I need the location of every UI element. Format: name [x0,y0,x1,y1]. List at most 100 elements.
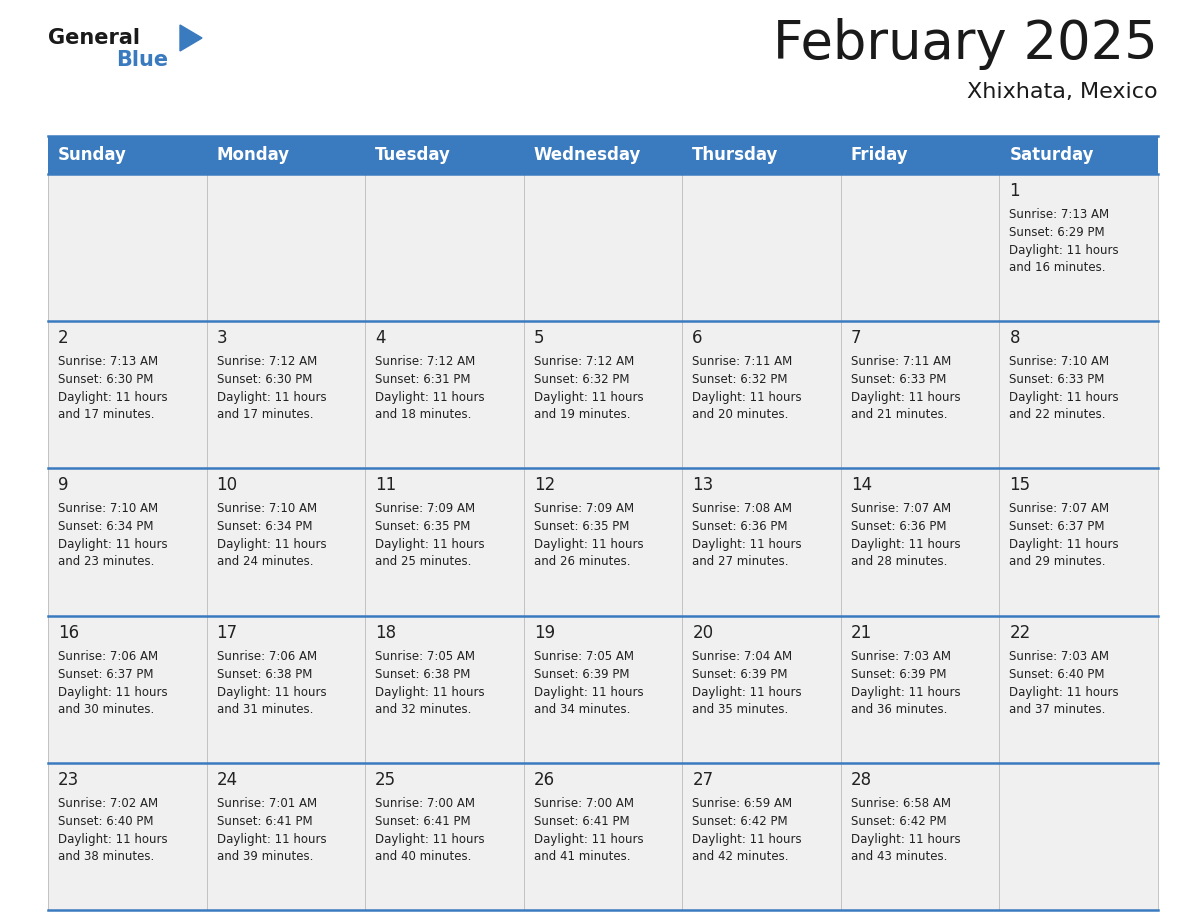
Text: Sunrise: 7:10 AM: Sunrise: 7:10 AM [58,502,158,515]
Bar [48,763,207,910]
Text: Sunrise: 7:06 AM: Sunrise: 7:06 AM [216,650,317,663]
Bar [524,468,682,616]
Text: 17: 17 [216,623,238,642]
Polygon shape [181,25,202,51]
Text: Sunset: 6:41 PM: Sunset: 6:41 PM [216,815,312,828]
Bar [999,763,1158,910]
Text: Sunrise: 7:12 AM: Sunrise: 7:12 AM [375,355,475,368]
Bar [365,174,524,321]
Bar [841,763,999,910]
Text: and 25 minutes.: and 25 minutes. [375,555,472,568]
Text: Sunrise: 7:10 AM: Sunrise: 7:10 AM [216,502,317,515]
Text: Daylight: 11 hours: Daylight: 11 hours [1010,244,1119,257]
Text: Daylight: 11 hours: Daylight: 11 hours [58,686,168,699]
Text: 24: 24 [216,771,238,789]
Text: 20: 20 [693,623,714,642]
Text: 22: 22 [1010,623,1031,642]
Text: Sunset: 6:30 PM: Sunset: 6:30 PM [58,374,153,386]
Text: Sunset: 6:38 PM: Sunset: 6:38 PM [216,667,312,680]
Text: Sunset: 6:32 PM: Sunset: 6:32 PM [533,374,630,386]
Text: 15: 15 [1010,476,1030,495]
Text: Sunset: 6:38 PM: Sunset: 6:38 PM [375,667,470,680]
Text: Wednesday: Wednesday [533,146,642,164]
Text: Sunset: 6:41 PM: Sunset: 6:41 PM [375,815,470,828]
Text: and 34 minutes.: and 34 minutes. [533,702,630,716]
Text: Sunset: 6:39 PM: Sunset: 6:39 PM [693,667,788,680]
Bar [48,468,207,616]
Text: Sunrise: 7:03 AM: Sunrise: 7:03 AM [851,650,950,663]
Text: and 30 minutes.: and 30 minutes. [58,702,154,716]
Text: Sunset: 6:35 PM: Sunset: 6:35 PM [533,521,630,533]
Bar [207,174,365,321]
Text: Sunset: 6:29 PM: Sunset: 6:29 PM [1010,226,1105,239]
Text: and 43 minutes.: and 43 minutes. [851,850,947,863]
Text: Friday: Friday [851,146,909,164]
Text: Sunrise: 7:00 AM: Sunrise: 7:00 AM [533,797,633,810]
Bar [365,763,524,910]
Text: and 37 minutes.: and 37 minutes. [1010,702,1106,716]
Text: Daylight: 11 hours: Daylight: 11 hours [851,538,960,552]
Text: Daylight: 11 hours: Daylight: 11 hours [375,686,485,699]
Text: and 36 minutes.: and 36 minutes. [851,702,947,716]
Text: Tuesday: Tuesday [375,146,451,164]
Text: Sunrise: 7:07 AM: Sunrise: 7:07 AM [1010,502,1110,515]
Text: Sunset: 6:39 PM: Sunset: 6:39 PM [533,667,630,680]
Text: Sunrise: 7:02 AM: Sunrise: 7:02 AM [58,797,158,810]
Text: Sunrise: 7:13 AM: Sunrise: 7:13 AM [58,355,158,368]
Bar [207,321,365,468]
Text: Sunset: 6:36 PM: Sunset: 6:36 PM [693,521,788,533]
Text: and 41 minutes.: and 41 minutes. [533,850,630,863]
Text: 14: 14 [851,476,872,495]
Text: 11: 11 [375,476,397,495]
Text: Daylight: 11 hours: Daylight: 11 hours [693,686,802,699]
Text: Sunrise: 7:09 AM: Sunrise: 7:09 AM [533,502,634,515]
Text: 7: 7 [851,330,861,347]
Text: 10: 10 [216,476,238,495]
Text: 23: 23 [58,771,80,789]
Text: and 42 minutes.: and 42 minutes. [693,850,789,863]
Text: Sunrise: 7:01 AM: Sunrise: 7:01 AM [216,797,317,810]
Text: Sunrise: 7:04 AM: Sunrise: 7:04 AM [693,650,792,663]
Bar [682,616,841,763]
Bar [365,468,524,616]
Text: and 22 minutes.: and 22 minutes. [1010,409,1106,421]
Text: Sunset: 6:37 PM: Sunset: 6:37 PM [58,667,153,680]
Text: Sunset: 6:41 PM: Sunset: 6:41 PM [533,815,630,828]
Bar [841,321,999,468]
Text: and 35 minutes.: and 35 minutes. [693,702,789,716]
Text: and 19 minutes.: and 19 minutes. [533,409,630,421]
Text: Daylight: 11 hours: Daylight: 11 hours [216,686,327,699]
Text: 28: 28 [851,771,872,789]
Bar [841,616,999,763]
Text: and 29 minutes.: and 29 minutes. [1010,555,1106,568]
Text: Sunrise: 7:00 AM: Sunrise: 7:00 AM [375,797,475,810]
Text: Sunset: 6:33 PM: Sunset: 6:33 PM [1010,374,1105,386]
Text: and 17 minutes.: and 17 minutes. [216,409,314,421]
Text: Daylight: 11 hours: Daylight: 11 hours [533,686,644,699]
Bar [524,616,682,763]
Bar [682,174,841,321]
Bar [48,174,207,321]
Text: 27: 27 [693,771,714,789]
Text: February 2025: February 2025 [773,18,1158,70]
Text: Daylight: 11 hours: Daylight: 11 hours [58,391,168,404]
Text: and 39 minutes.: and 39 minutes. [216,850,312,863]
Text: Daylight: 11 hours: Daylight: 11 hours [533,833,644,845]
Bar [682,763,841,910]
Text: Daylight: 11 hours: Daylight: 11 hours [216,391,327,404]
Text: Sunrise: 7:11 AM: Sunrise: 7:11 AM [693,355,792,368]
Text: Sunrise: 7:12 AM: Sunrise: 7:12 AM [533,355,634,368]
Text: Sunrise: 7:10 AM: Sunrise: 7:10 AM [1010,355,1110,368]
Bar [365,616,524,763]
Bar [524,321,682,468]
Text: and 26 minutes.: and 26 minutes. [533,555,630,568]
Text: Sunset: 6:35 PM: Sunset: 6:35 PM [375,521,470,533]
Bar [48,616,207,763]
Text: Sunset: 6:30 PM: Sunset: 6:30 PM [216,374,312,386]
Text: Daylight: 11 hours: Daylight: 11 hours [851,686,960,699]
Bar [841,468,999,616]
Text: Daylight: 11 hours: Daylight: 11 hours [375,538,485,552]
Text: Sunset: 6:32 PM: Sunset: 6:32 PM [693,374,788,386]
Bar [999,174,1158,321]
Text: and 23 minutes.: and 23 minutes. [58,555,154,568]
